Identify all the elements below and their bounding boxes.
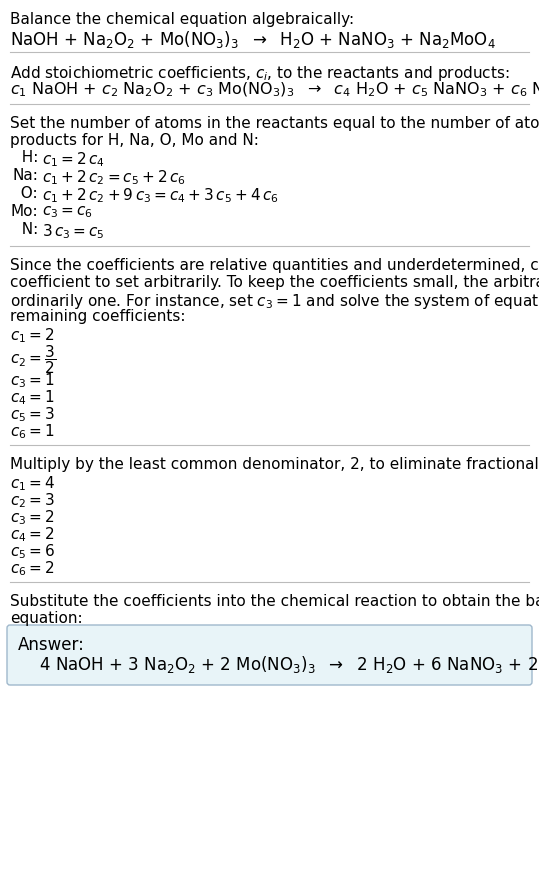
Text: $c_1$ NaOH + $c_2$ Na$_2$O$_2$ + $c_3$ Mo(NO$_3$)$_3$  $\rightarrow$  $c_4$ H$_2: $c_1$ NaOH + $c_2$ Na$_2$O$_2$ + $c_3$ M…: [10, 81, 539, 99]
Text: O:: O:: [11, 186, 38, 201]
Text: products for H, Na, O, Mo and N:: products for H, Na, O, Mo and N:: [10, 133, 259, 148]
Text: remaining coefficients:: remaining coefficients:: [10, 309, 185, 324]
Text: $c_3 = 2$: $c_3 = 2$: [10, 508, 54, 527]
Text: NaOH + Na$_2$O$_2$ + Mo(NO$_3$)$_3$  $\rightarrow$  H$_2$O + NaNO$_3$ + Na$_2$Mo: NaOH + Na$_2$O$_2$ + Mo(NO$_3$)$_3$ $\ri…: [10, 29, 496, 50]
Text: $c_1 = 2$: $c_1 = 2$: [10, 326, 54, 344]
Text: Mo:: Mo:: [10, 204, 38, 219]
Text: $c_1 = 4$: $c_1 = 4$: [10, 474, 55, 493]
Text: $3\,c_3 = c_5$: $3\,c_3 = c_5$: [42, 222, 105, 241]
Text: Substitute the coefficients into the chemical reaction to obtain the balanced: Substitute the coefficients into the che…: [10, 594, 539, 609]
Text: $c_2 = \dfrac{3}{2}$: $c_2 = \dfrac{3}{2}$: [10, 343, 56, 376]
Text: Set the number of atoms in the reactants equal to the number of atoms in the: Set the number of atoms in the reactants…: [10, 116, 539, 131]
Text: H:: H:: [12, 150, 38, 165]
Text: $c_6 = 2$: $c_6 = 2$: [10, 559, 54, 577]
Text: 4 NaOH + 3 Na$_2$O$_2$ + 2 Mo(NO$_3$)$_3$  $\rightarrow$  2 H$_2$O + 6 NaNO$_3$ : 4 NaOH + 3 Na$_2$O$_2$ + 2 Mo(NO$_3$)$_3…: [18, 654, 539, 675]
Text: Multiply by the least common denominator, 2, to eliminate fractional coefficient: Multiply by the least common denominator…: [10, 457, 539, 472]
Text: $c_6 = 1$: $c_6 = 1$: [10, 422, 54, 440]
Text: Answer:: Answer:: [18, 636, 85, 654]
Text: Na:: Na:: [12, 168, 38, 183]
Text: $c_5 = 6$: $c_5 = 6$: [10, 542, 55, 561]
Text: $c_3 = c_6$: $c_3 = c_6$: [42, 204, 93, 220]
Text: ordinarily one. For instance, set $c_3 = 1$ and solve the system of equations fo: ordinarily one. For instance, set $c_3 =…: [10, 292, 539, 311]
Text: coefficient to set arbitrarily. To keep the coefficients small, the arbitrary va: coefficient to set arbitrarily. To keep …: [10, 275, 539, 290]
FancyBboxPatch shape: [7, 625, 532, 685]
Text: N:: N:: [12, 222, 38, 237]
Text: $c_1 = 2\,c_4$: $c_1 = 2\,c_4$: [42, 150, 105, 168]
Text: $c_1 + 2\,c_2 = c_5 + 2\,c_6$: $c_1 + 2\,c_2 = c_5 + 2\,c_6$: [42, 168, 186, 187]
Text: Since the coefficients are relative quantities and underdetermined, choose a: Since the coefficients are relative quan…: [10, 258, 539, 273]
Text: $c_2 = 3$: $c_2 = 3$: [10, 491, 55, 510]
Text: $c_5 = 3$: $c_5 = 3$: [10, 405, 55, 424]
Text: Add stoichiometric coefficients, $c_i$, to the reactants and products:: Add stoichiometric coefficients, $c_i$, …: [10, 64, 509, 83]
Text: $c_4 = 1$: $c_4 = 1$: [10, 388, 54, 406]
Text: $c_3 = 1$: $c_3 = 1$: [10, 371, 54, 390]
Text: Balance the chemical equation algebraically:: Balance the chemical equation algebraica…: [10, 12, 354, 27]
Text: $c_1 + 2\,c_2 + 9\,c_3 = c_4 + 3\,c_5 + 4\,c_6$: $c_1 + 2\,c_2 + 9\,c_3 = c_4 + 3\,c_5 + …: [42, 186, 279, 205]
Text: $c_4 = 2$: $c_4 = 2$: [10, 525, 54, 544]
Text: equation:: equation:: [10, 611, 82, 626]
